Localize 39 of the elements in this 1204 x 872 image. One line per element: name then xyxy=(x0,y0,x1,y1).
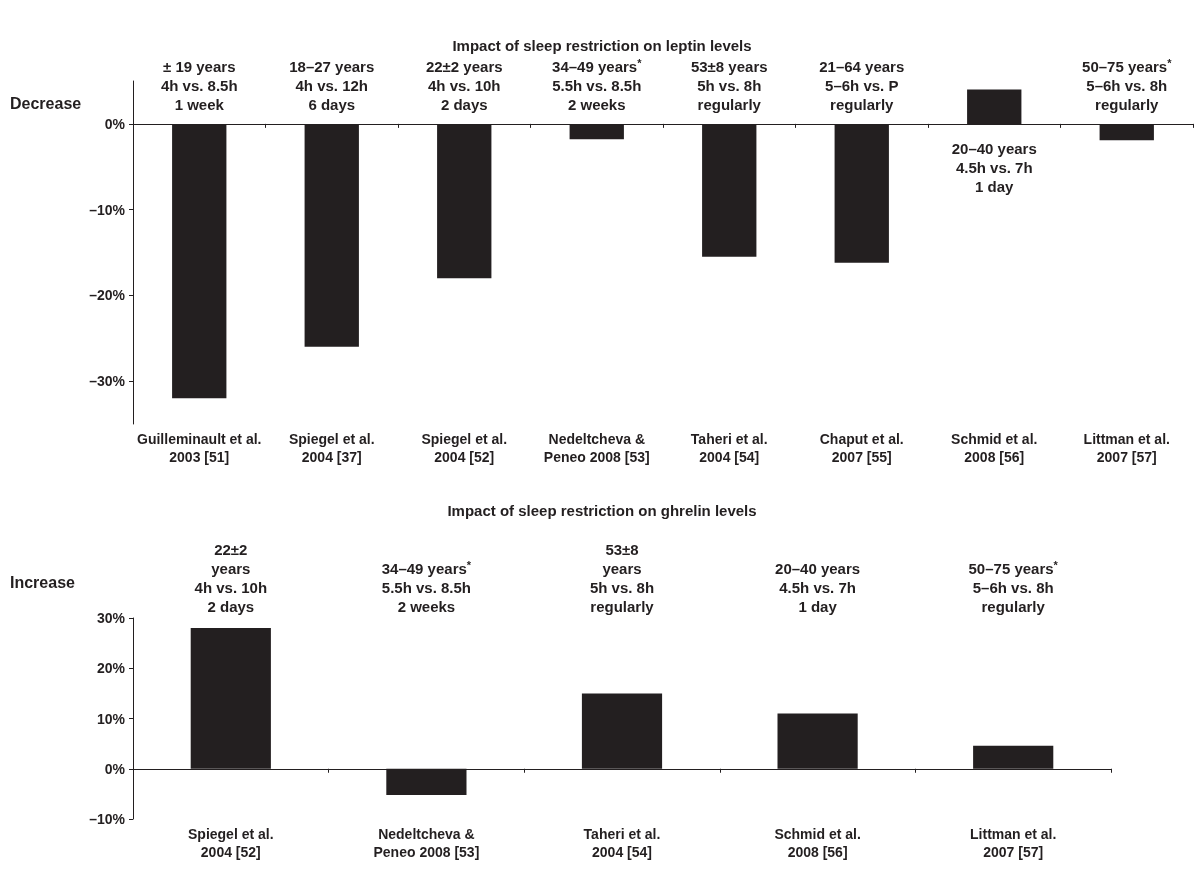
text: 22±2 years 4h vs. 10h 2 days xyxy=(194,541,268,615)
y-axis-title: Decrease xyxy=(10,94,82,112)
annotation: 22±2 years 4h vs. 10h 2 days xyxy=(425,58,503,113)
y-tick-label: 20% xyxy=(96,660,126,677)
y-axis-title: Increase xyxy=(10,573,76,591)
x-tick-label: Taheri et al. 2004 [54] xyxy=(583,826,661,860)
text: 34–49 years* 5.5h vs. 8.5h 2 weeks xyxy=(381,558,472,615)
text: 53±8 years 5h vs. 8h regularly xyxy=(589,541,655,615)
annotation: 18–27 years 4h vs. 12h 6 days xyxy=(289,58,375,113)
y-tick-label: –30% xyxy=(89,373,126,390)
annotation: ± 19 years 4h vs. 8.5h 1 week xyxy=(160,58,238,113)
x-tick-label: Nedeltcheva & Peneo 2008 [53] xyxy=(543,431,650,465)
chart-title: Impact of sleep restriction on ghrelin levels xyxy=(447,502,757,519)
y-tick-label: 30% xyxy=(96,610,126,626)
annotation: 50–75 years* 5–6h vs. 8h regularly xyxy=(1082,56,1173,113)
x-tick-label: Guilleminault et al. 2003 [51] xyxy=(137,431,262,465)
y-tick-label: –20% xyxy=(89,287,126,304)
x-tick-label: Littman et al. 2007 [57] xyxy=(970,826,1057,860)
x-tick-label: Spiegel et al. 2004 [37] xyxy=(288,431,375,465)
text: 50–75 years* 5–6h vs. 8h regularly xyxy=(968,558,1059,615)
x-tick-label: Schmid et al. 2008 [56] xyxy=(951,431,1038,465)
x-tick-label: Nedeltcheva & Peneo 2008 [53] xyxy=(373,826,480,860)
y-tick-label: –10% xyxy=(89,811,126,827)
x-tick-label: Chaput et al. 2007 [55] xyxy=(819,431,904,465)
y-tick-label: 10% xyxy=(96,710,126,727)
y-tick-label: 0% xyxy=(104,760,126,777)
annotation: 20–40 years 4.5h vs. 7h 1 day xyxy=(951,139,1037,195)
x-tick-label: Littman et al. 2007 [57] xyxy=(1083,431,1170,465)
x-tick-label: Taheri et al. 2004 [54] xyxy=(690,431,768,465)
x-tick-label: Schmid et al. 2008 [56] xyxy=(774,826,861,860)
text: 20–40 years 4.5h vs. 7h 1 day xyxy=(775,560,861,615)
annotation: 53±8 years 5h vs. 8h regularly xyxy=(690,58,768,113)
chart-title: Impact of sleep restriction on leptin levels xyxy=(452,37,752,54)
x-tick-label: Spiegel et al. 2004 [52] xyxy=(421,431,508,465)
y-tick-label: 0% xyxy=(104,115,126,132)
y-tick-label: –10% xyxy=(89,201,126,218)
annotation: 34–49 years* 5.5h vs. 8.5h 2 weeks xyxy=(552,56,643,113)
x-tick-label: Spiegel et al. 2004 [52] xyxy=(188,826,274,860)
annotation: 21–64 years 5–6h vs. P regularly xyxy=(819,58,905,113)
